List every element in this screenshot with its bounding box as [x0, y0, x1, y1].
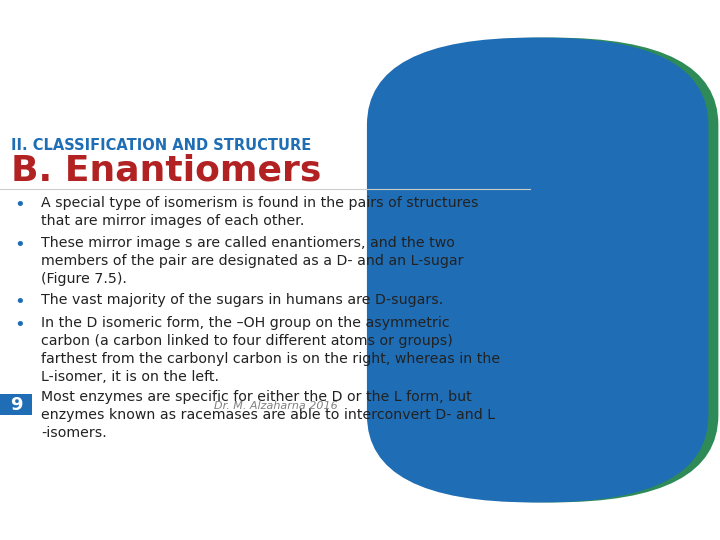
Text: 9: 9: [10, 396, 22, 414]
FancyBboxPatch shape: [377, 38, 719, 502]
Text: B. Enantiomers: B. Enantiomers: [11, 154, 321, 188]
Text: •: •: [14, 196, 24, 214]
FancyBboxPatch shape: [0, 394, 32, 415]
Text: Dr. M. Alzaharna 2016: Dr. M. Alzaharna 2016: [215, 401, 338, 411]
Text: These mirror image s are called enantiomers, and the two
members of the pair are: These mirror image s are called enantiom…: [42, 236, 464, 286]
FancyBboxPatch shape: [367, 38, 708, 502]
Text: •: •: [14, 236, 24, 254]
Text: The vast majority of the sugars in humans are D-sugars.: The vast majority of the sugars in human…: [42, 293, 444, 307]
Text: •: •: [14, 293, 24, 311]
Text: II. CLASSIFICATION AND STRUCTURE: II. CLASSIFICATION AND STRUCTURE: [11, 138, 311, 153]
Text: •: •: [14, 390, 24, 408]
Text: Most enzymes are specific for either the D or the L form, but
enzymes known as r: Most enzymes are specific for either the…: [42, 390, 495, 440]
Text: A special type of isomerism is found in the pairs of structures
that are mirror : A special type of isomerism is found in …: [42, 196, 479, 228]
Text: •: •: [14, 316, 24, 334]
Text: In the D isomeric form, the –OH group on the asymmetric
carbon (a carbon linked : In the D isomeric form, the –OH group on…: [42, 316, 500, 384]
